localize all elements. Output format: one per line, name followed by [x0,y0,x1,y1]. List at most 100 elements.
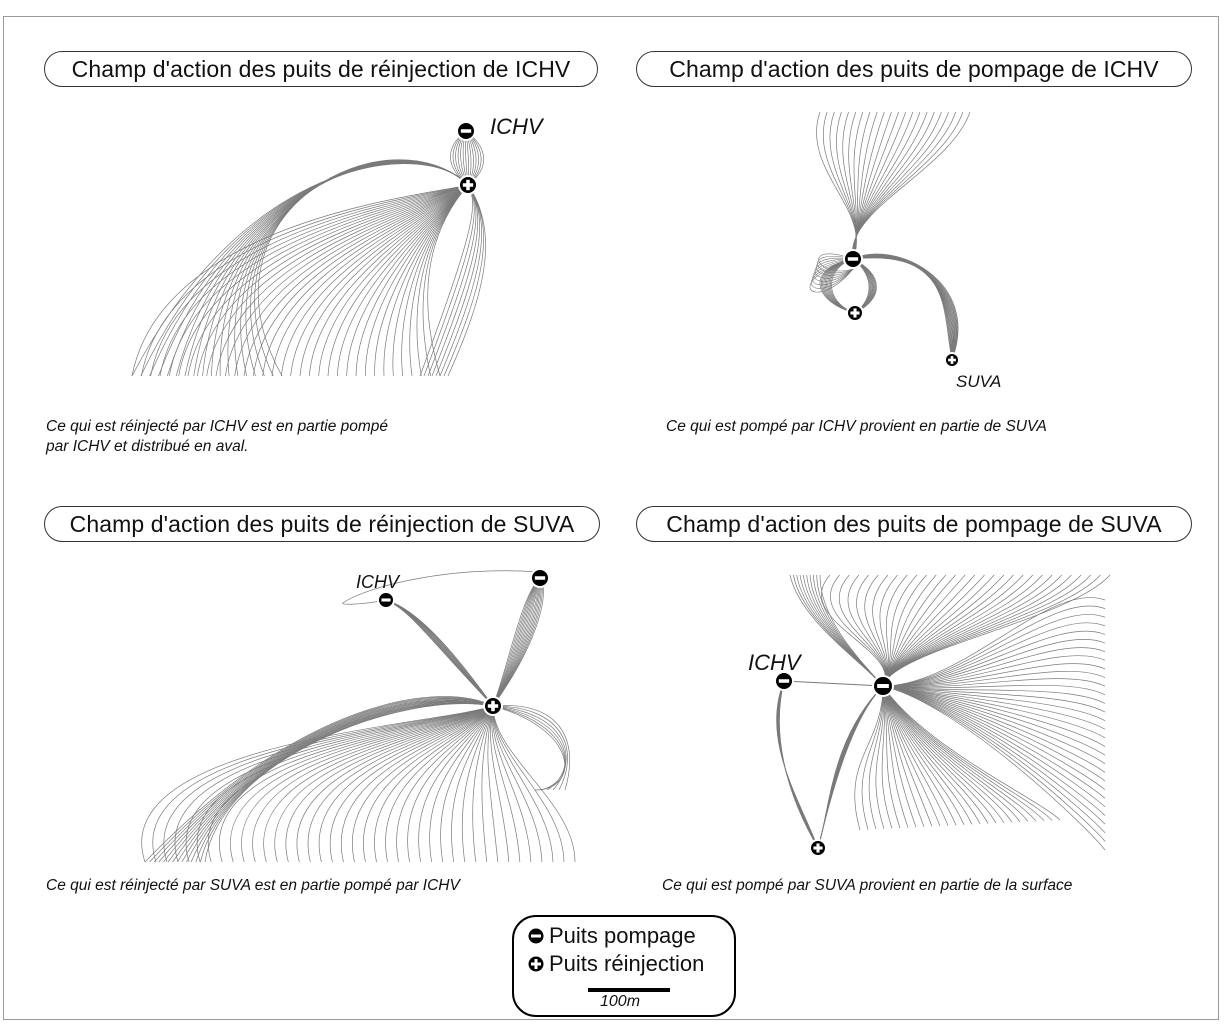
streamline [882,685,909,828]
streamline [492,705,576,863]
streamline [812,574,884,687]
caption-line: Ce qui est pompé par ICHV provient en pa… [666,418,1047,435]
streamline [427,184,469,377]
caption-reinjection-suva: Ce qui est réinjecté par SUVA est en par… [46,876,460,896]
streamline [262,184,469,377]
streamline [882,630,1106,687]
streamline [159,184,469,377]
streamline [882,685,1106,799]
streamline [882,678,1106,688]
streamline [451,705,494,863]
minus-circle-icon [528,928,544,944]
streamline [423,184,475,377]
caption-line: Ce qui est réinjecté par ICHV est en par… [46,418,389,435]
streamline [401,184,469,377]
streamline [167,699,494,863]
streamline [340,705,494,863]
streamline [882,685,1106,851]
streamline [385,705,494,863]
streamline [352,705,494,863]
streamline [461,705,494,863]
streamline [234,184,469,377]
streamline [882,685,901,829]
streamline [342,570,541,605]
streamline [492,705,565,863]
streamline [847,574,886,687]
streamline [817,685,884,849]
streamline [882,685,1106,721]
injection-well-icon [944,352,960,368]
streamline [290,184,469,377]
streamline [492,576,541,707]
streamline [882,685,989,824]
streamline [817,685,884,849]
streamline [856,574,887,687]
streamline [817,685,884,849]
streamline [207,705,494,863]
well-label-ichv: ICHV [748,650,801,675]
streamline [492,705,570,791]
streamline [882,685,997,824]
streamline [882,605,1106,687]
streamline [882,685,933,827]
streamline [817,685,884,849]
streamline [882,685,1013,823]
streamline-diagram [809,111,971,368]
streamline [141,705,494,863]
pumping-well-icon [843,249,863,269]
streamline [882,597,1106,687]
streamline [224,184,469,377]
streamline [257,159,469,377]
streamline [416,184,469,377]
streamline [215,184,469,377]
streamline [809,258,854,293]
streamline [881,685,893,829]
streamline [168,184,469,377]
streamline [385,599,494,707]
streamline [882,685,925,827]
streamline [149,697,494,863]
streamline [882,685,1106,739]
streamline [882,574,908,687]
streamline [327,184,469,377]
streamline [882,638,1106,687]
streamline [882,685,1106,808]
caption-pompage-ichv: Ce qui est pompé par ICHV provient en pa… [666,417,1047,437]
streamline [882,685,1045,822]
streamline [144,696,494,863]
streamline [817,256,854,274]
streamline [431,184,479,377]
streamline [882,663,1106,687]
legend-box: Puits pompage Puits réinjection 100m [512,915,736,1017]
streamline [813,258,854,282]
streamline [355,184,469,377]
streamline [329,705,494,863]
streamline [882,685,1106,713]
streamline-diagram [131,121,486,377]
streamline [882,685,1021,823]
streamline [852,111,971,260]
streamline [882,685,949,826]
streamline [818,253,854,272]
streamline [817,685,884,849]
panel-title-reinjection-suva: Champ d'action des puits de réinjection … [44,506,600,542]
streamline [817,685,884,849]
figure-frame [3,16,1219,1020]
streamline-diagram [141,568,576,863]
streamline [392,184,469,377]
caption-line: Ce qui est réinjecté par SUVA est en par… [46,877,460,894]
pumping-well-icon [530,568,550,588]
streamline [882,685,1037,822]
pumping-well-icon [774,671,794,691]
streamline [163,699,494,863]
streamline [777,680,819,849]
streamline [307,705,494,863]
panel-title-reinjection-ichv: Champ d'action des puits de réinjection … [44,51,598,87]
injection-well-icon [458,175,478,195]
streamline [252,705,494,863]
streamline [882,574,1101,687]
streamline [492,705,532,863]
streamline [879,574,898,687]
streamline [374,184,469,377]
streamline [882,685,1106,790]
